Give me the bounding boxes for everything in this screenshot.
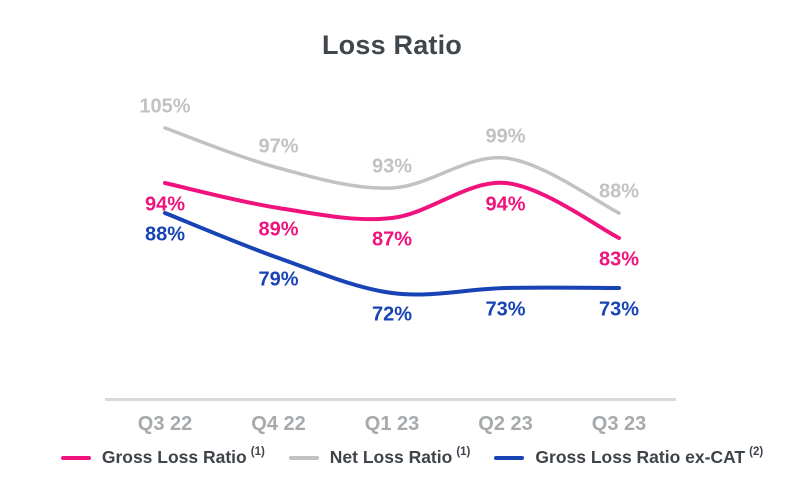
data-label: 93%: [371, 155, 413, 178]
legend-item-net-loss-ratio: Net Loss Ratio (1): [288, 446, 471, 468]
legend-dash-gross-loss-ratio-ex-cat: [494, 455, 525, 460]
series-line-net-loss-ratio: [163, 126, 621, 215]
series-line-gross-loss-ratio: [163, 180, 621, 240]
legend-dash-net-loss-ratio: [288, 455, 319, 460]
data-label: 88%: [598, 180, 640, 203]
x-axis-label: Q3 23: [591, 413, 647, 435]
legend-label-gross-loss-ratio: Gross Loss Ratio: [101, 447, 247, 467]
data-label: 97%: [258, 135, 299, 158]
data-label: 99%: [485, 125, 526, 148]
legend-item-gross-loss-ratio-ex-cat: Gross Loss Ratio ex-CAT (2): [494, 446, 764, 468]
data-label: 83%: [598, 248, 640, 271]
series-line-gross-loss-ratio-ex-cat: [163, 211, 621, 297]
data-label: 73%: [598, 298, 640, 321]
data-label: 79%: [258, 268, 299, 291]
data-label: 89%: [258, 218, 299, 241]
x-axis-line: [105, 398, 676, 401]
data-label: 94%: [144, 193, 186, 216]
data-label: 105%: [139, 95, 191, 118]
x-axis-label: Q3 22: [137, 413, 193, 435]
data-label: 94%: [485, 193, 526, 216]
x-axis-label: Q1 23: [364, 413, 420, 435]
x-axis-label: Q4 22: [251, 413, 306, 435]
chart-legend: Gross Loss Ratio (1) Net Loss Ratio (1) Gr…: [12, 446, 800, 468]
legend-label-net-loss-ratio: Net Loss Ratio: [329, 447, 453, 467]
chart-title: Loss Ratio: [321, 30, 463, 60]
legend-footnote-1: (1): [250, 446, 265, 459]
legend-label-gross-loss-ratio-ex-cat: Gross Loss Ratio ex-CAT: [535, 447, 746, 467]
legend-footnote-3: (2): [749, 446, 764, 459]
data-label: 72%: [371, 303, 413, 326]
data-label: 87%: [371, 228, 413, 251]
x-axis-label: Q2 23: [478, 413, 533, 435]
data-label: 88%: [144, 223, 186, 246]
legend-item-gross-loss-ratio: Gross Loss Ratio (1): [60, 446, 265, 468]
data-label: 73%: [485, 298, 526, 321]
legend-dash-gross-loss-ratio: [60, 455, 91, 460]
legend-footnote-2: (1): [456, 446, 471, 459]
